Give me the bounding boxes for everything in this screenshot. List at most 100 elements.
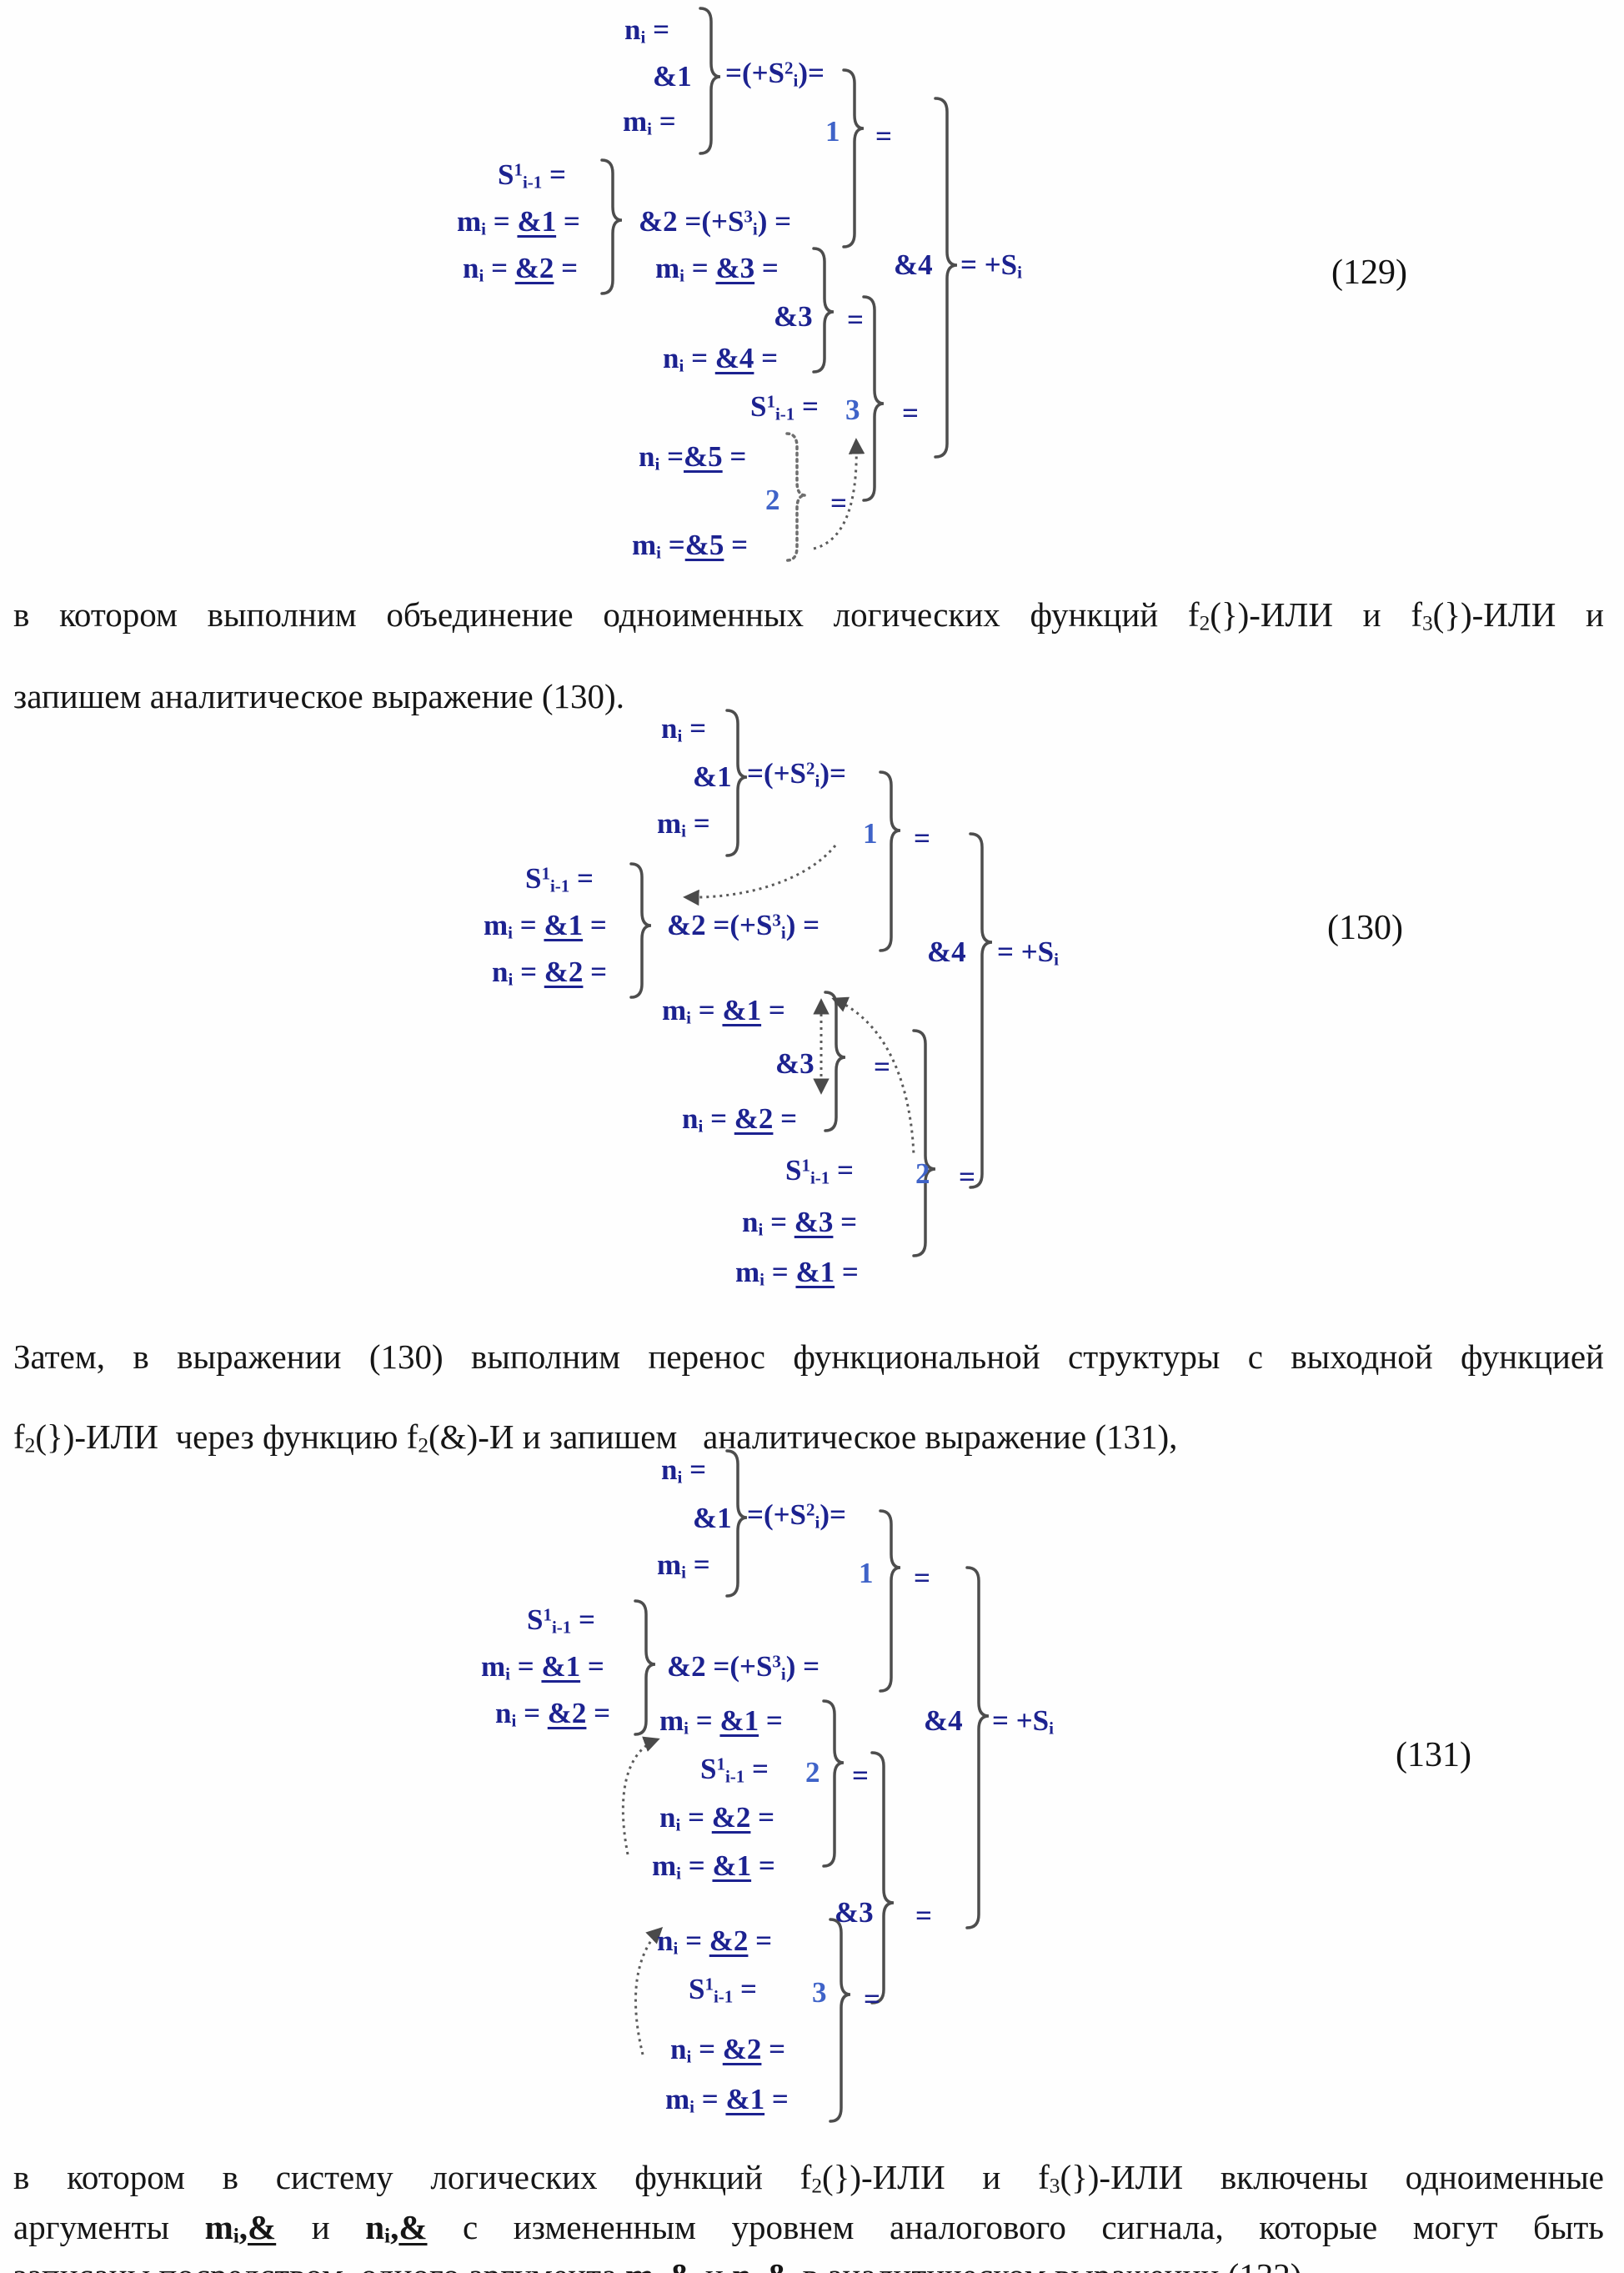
- f131-term: &3: [835, 1896, 874, 1929]
- f131-term: &4: [924, 1704, 963, 1737]
- f129-term: ni =&5 =: [639, 440, 747, 474]
- f131-term: =: [915, 1899, 932, 1932]
- f129-term: =(+S2i)=: [725, 57, 825, 91]
- f131-term: 3: [812, 1976, 827, 2009]
- f130-term: mi = &1 =: [484, 909, 607, 943]
- f129-term: =: [830, 487, 847, 519]
- paragraph-line: запишем аналитическое выражение (130).: [13, 677, 624, 715]
- f131-term: &2 =(+S3i) =: [667, 1650, 820, 1684]
- f130-term: 1: [863, 817, 878, 850]
- f130-term: =(+S2i)=: [747, 757, 846, 791]
- f131-term: S1i-1 =: [700, 1753, 769, 1787]
- f129-brace: [600, 158, 623, 295]
- f131-term: =: [864, 1983, 880, 2015]
- f131-term: mi = &1 =: [652, 1849, 775, 1884]
- f129-term: &2 =(+S3i) =: [639, 205, 792, 239]
- f130-term: = +Si: [997, 936, 1059, 970]
- f130-term: =: [874, 1051, 890, 1083]
- f130-term: S1i-1 =: [525, 862, 594, 896]
- f129-term: =: [847, 304, 864, 336]
- f129-term: &1: [653, 60, 692, 93]
- f131-term: ni = &2 =: [657, 1924, 773, 1959]
- f130-term: mi =: [657, 807, 710, 841]
- f130-brace: [824, 991, 846, 1132]
- f129-term: = +Si: [960, 248, 1022, 283]
- f129-brace: [862, 295, 885, 502]
- f129-term: 2: [765, 484, 780, 516]
- paragraph-line: аргументы mi,& и ni,& с измененным уровн…: [13, 2208, 1604, 2248]
- f129-term: ni =: [624, 13, 670, 48]
- f131-term: mi = &1 =: [481, 1650, 604, 1684]
- f130-term: =: [914, 822, 930, 855]
- f129-term: &3: [774, 300, 813, 333]
- paragraph-line: в котором в систему логических функций f…: [13, 2158, 1604, 2198]
- f130-term: &2 =(+S3i) =: [667, 909, 820, 943]
- f131-term: S1i-1 =: [689, 1973, 757, 2007]
- f130-brace: [912, 1029, 936, 1257]
- f130-term: ni = &2 =: [492, 956, 608, 990]
- formula-number-label: (129): [1331, 253, 1407, 292]
- f131-term: mi =: [657, 1548, 710, 1583]
- f130-term: ni = &2 =: [682, 1102, 798, 1136]
- f131-term: mi = &1 =: [665, 2083, 789, 2117]
- f129-brace: [934, 97, 958, 459]
- f131-term: ni = &2 =: [495, 1697, 611, 1731]
- f130-term: mi = &1 =: [735, 1256, 859, 1290]
- f129-brace: [699, 7, 721, 155]
- f130-term: ni =: [661, 712, 707, 746]
- f131-brace: [829, 1918, 851, 2123]
- f130-term: &4: [927, 936, 966, 968]
- f131-brace: [822, 1699, 845, 1868]
- f129-term: mi = &3 =: [655, 252, 779, 286]
- f129-term: S1i-1 =: [750, 390, 819, 424]
- f130-brace: [879, 770, 901, 952]
- f129-term: 1: [825, 115, 840, 148]
- f131-term: S1i-1 =: [527, 1603, 595, 1638]
- f129-term: =: [902, 397, 919, 429]
- paragraph-line: в котором выполним объединение одноименн…: [13, 595, 1604, 635]
- f131-term: =: [852, 1759, 869, 1792]
- f130-brace: [969, 832, 993, 1189]
- f129-brace: [812, 247, 835, 374]
- f129-term: ni = &2 =: [463, 252, 579, 286]
- f130-term: S1i-1 =: [785, 1154, 854, 1188]
- formula-number-label: (130): [1327, 909, 1403, 947]
- f131-term: = +Si: [992, 1704, 1054, 1739]
- f130-term: mi = &1 =: [662, 994, 785, 1028]
- f131-brace: [879, 1509, 901, 1693]
- f130-term: &1: [693, 760, 732, 793]
- f131-term: ni =: [661, 1453, 707, 1488]
- f131-term: =(+S2i)=: [747, 1498, 846, 1533]
- f131-brace: [634, 1599, 656, 1736]
- f131-term: 2: [805, 1756, 820, 1789]
- f131-brace: [965, 1566, 990, 1929]
- f131-term: ni = &2 =: [670, 2033, 786, 2067]
- f129-term: =: [875, 120, 892, 153]
- f129-term: mi = &1 =: [457, 205, 580, 239]
- f130-brace: [629, 862, 652, 999]
- paragraph-line: записаны посредством одного аргумента mi…: [13, 2256, 1604, 2273]
- f131-brace: [870, 1751, 895, 2005]
- f129-term: mi =: [623, 105, 676, 139]
- f131-term: &1: [693, 1502, 732, 1534]
- f129-brace: [842, 68, 865, 248]
- f130-term: ni = &3 =: [742, 1206, 858, 1240]
- f130-term: 2: [915, 1157, 930, 1190]
- f131-term: 1: [859, 1557, 874, 1589]
- f131-transfer-arrow: [621, 1736, 660, 1855]
- f129-term: ni = &4 =: [663, 342, 779, 376]
- f131-term: =: [914, 1562, 930, 1594]
- f129-term: S1i-1 =: [498, 158, 566, 193]
- formula-number-label: (131): [1396, 1736, 1471, 1774]
- f131-term: ni = &2 =: [659, 1801, 775, 1835]
- f130-term: =: [959, 1161, 975, 1193]
- paragraph-line: Затем, в выражении (130) выполним перено…: [13, 1337, 1604, 1376]
- paragraph-line: f2(})-ИЛИ через функцию f2(&)-И и запише…: [13, 1417, 1178, 1458]
- f130-term: &3: [775, 1047, 815, 1080]
- f129-term: 3: [845, 394, 860, 426]
- f129-term: &4: [894, 248, 933, 281]
- f129-term: mi =&5 =: [632, 529, 749, 563]
- f129-brace: [785, 432, 806, 562]
